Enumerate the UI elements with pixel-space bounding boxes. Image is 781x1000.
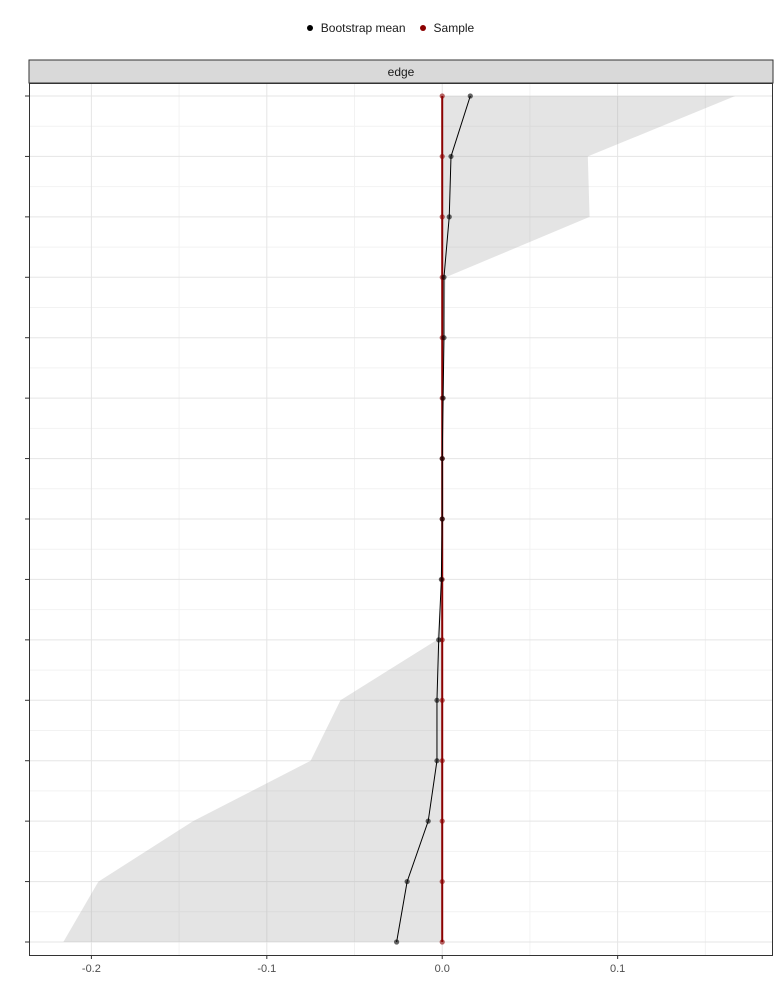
data-point — [439, 516, 445, 522]
data-point — [441, 335, 447, 341]
grid — [30, 84, 772, 955]
ci-band — [63, 96, 736, 942]
data-point — [439, 697, 445, 703]
legend-dot-icon — [419, 25, 426, 31]
data-point — [434, 758, 440, 764]
x-tick-label: -0.2 — [82, 963, 101, 975]
data-point — [446, 214, 452, 220]
data-point — [441, 274, 447, 280]
legend: Bootstrap mean Sample — [0, 18, 781, 38]
data-point — [448, 153, 454, 160]
ci-band-area — [63, 96, 736, 942]
data-point — [439, 153, 445, 160]
data-point — [434, 697, 440, 703]
x-tick-label: 0.1 — [610, 963, 625, 975]
x-tick-label: 0.0 — [435, 963, 450, 975]
data-point — [439, 455, 445, 462]
legend-item: Bootstrap mean — [306, 21, 406, 35]
legend-label: Sample — [433, 21, 475, 35]
x-tick-label: -0.1 — [257, 963, 276, 975]
series-layer — [394, 93, 473, 945]
data-point — [439, 878, 445, 885]
data-point — [440, 395, 446, 401]
data-point — [425, 818, 431, 824]
axes: -0.2 -0.1 0.0 0.1 — [25, 95, 625, 975]
data-point — [439, 818, 445, 824]
data-point — [394, 939, 400, 945]
data-point — [439, 758, 445, 764]
data-point — [439, 93, 445, 99]
data-point — [404, 878, 410, 885]
data-point — [467, 93, 473, 99]
legend-item: Sample — [419, 21, 475, 35]
data-point — [439, 939, 445, 945]
data-point — [436, 637, 442, 643]
legend-label: Bootstrap mean — [320, 21, 406, 35]
legend-dot-icon — [306, 25, 313, 31]
data-point — [438, 576, 444, 583]
facet-label: edge — [388, 65, 415, 79]
data-point — [439, 214, 445, 220]
